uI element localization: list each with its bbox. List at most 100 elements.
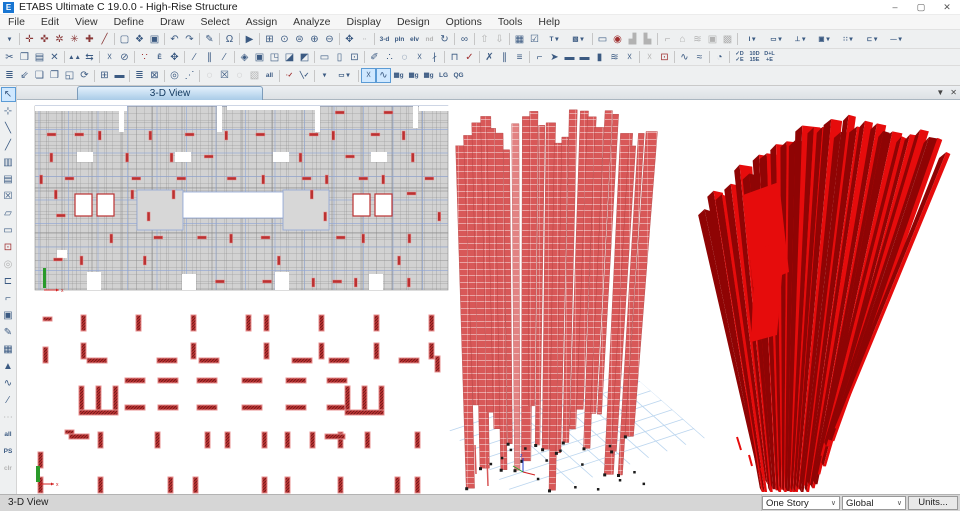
maximize-button[interactable]: ▢	[916, 1, 926, 12]
zoom-in-icon[interactable]: ⊕	[310, 33, 319, 45]
wall-object-icon[interactable]: ▯	[336, 51, 343, 63]
copy-icon[interactable]: ❒	[20, 51, 29, 63]
pan-icon[interactable]: ✥	[345, 33, 354, 45]
new-model-icon[interactable]: ▢	[119, 33, 130, 45]
draw-ramp-icon[interactable]: ∕	[7, 395, 9, 406]
center-target-icon[interactable]: ⊡	[660, 51, 669, 63]
t-section-dropdown-icon[interactable]: ⊥ ▾	[794, 35, 806, 43]
dimension-lines-icon[interactable]: ⇆	[85, 51, 94, 63]
draw-wall-icon[interactable]: ⊏	[3, 276, 13, 287]
snap-check-icon[interactable]: ✓	[465, 51, 474, 63]
menu-define[interactable]: Define	[113, 15, 144, 28]
menu-analyze[interactable]: Analyze	[293, 15, 331, 28]
menu-design[interactable]: Design	[396, 15, 430, 28]
units-button[interactable]: Units...	[908, 496, 958, 510]
draw-curve-icon[interactable]: ∿	[3, 378, 13, 389]
3d-view-canvas[interactable]: x x z	[17, 100, 957, 502]
joint-tool-5-icon[interactable]: ✚	[85, 33, 94, 45]
quick-draw-braces-icon[interactable]: ☒	[3, 191, 13, 202]
quick-draw-secondary-beams-icon[interactable]: ▤	[3, 174, 13, 185]
expand-shrink-areas-icon[interactable]: ▣	[254, 51, 265, 63]
set-display-options-icon[interactable]: ∞	[460, 33, 469, 45]
coord-system-selector[interactable]: Global ∨	[842, 496, 906, 510]
open-file-icon[interactable]: ❖	[135, 33, 144, 45]
minimize-button[interactable]: –	[892, 1, 898, 12]
edit-frame-icon[interactable]: Ē	[157, 53, 162, 61]
response-spectrum-icon[interactable]: ≈	[696, 51, 703, 63]
select-zoom-icon[interactable]: ◎	[170, 70, 179, 81]
plan-view-icon[interactable]: pln	[394, 35, 405, 43]
close-view-button[interactable]: ✕	[950, 88, 957, 97]
select-all-label-icon[interactable]: all	[265, 72, 274, 79]
cut-icon[interactable]: ✂	[5, 51, 14, 63]
deck-section-icon[interactable]: ▬	[114, 70, 125, 81]
pushover-curve-icon[interactable]: ∿	[680, 51, 689, 63]
menu-help[interactable]: Help	[538, 15, 560, 28]
quick-draw-frame-icon[interactable]: ╱	[4, 140, 12, 151]
redo-icon[interactable]: ↷	[185, 33, 194, 45]
menu-file[interactable]: File	[8, 15, 25, 28]
save-model-icon[interactable]: ▣	[149, 33, 160, 45]
rect-section-dropdown-icon[interactable]: ▭ ▾	[770, 35, 782, 43]
snap-lines-edges-icon[interactable]: ∿	[376, 68, 391, 83]
joint-tool-4-icon[interactable]: ✳	[70, 33, 79, 45]
duplicate-window-icon[interactable]: ❐	[50, 70, 59, 81]
combo-dl-e-icon[interactable]: D+L +E	[764, 50, 775, 63]
quick-draw-wall-icon[interactable]: ⌐	[5, 293, 11, 304]
story-selector[interactable]: One Story ∨	[762, 496, 840, 510]
menu-tools[interactable]: Tools	[497, 15, 523, 28]
interactive-database-icon[interactable]: ⊞	[100, 70, 109, 81]
lock-model-icon[interactable]: Ω	[225, 33, 234, 45]
move-objects-icon[interactable]: ✥	[170, 51, 179, 63]
edit-area-icon[interactable]: ◳	[269, 51, 280, 63]
combo-check-de-icon[interactable]: ✓D ✓E	[735, 50, 744, 63]
menu-select[interactable]: Select	[200, 15, 230, 28]
menu-options[interactable]: Options	[445, 15, 482, 28]
draw-door-icon[interactable]: ▣	[3, 310, 13, 321]
extruded-view-dropdown-icon[interactable]: ▧ ▾	[572, 35, 584, 43]
extend-frame-icon[interactable]: ∤	[432, 51, 437, 63]
clear-x-icon[interactable]: ☓	[626, 51, 633, 63]
object-model-icon[interactable]: ▦	[514, 33, 525, 45]
edit-pencil-icon[interactable]: ✎	[205, 33, 214, 45]
align-objects-icon[interactable]: ▲▲	[68, 53, 81, 61]
lg-loads-icon[interactable]: LG	[438, 72, 449, 79]
extrude-area-2-icon[interactable]: ◩	[299, 51, 310, 63]
channel-section-dropdown-icon[interactable]: ⊏ ▾	[866, 35, 878, 43]
sweep-clean-icon[interactable]: ⇙	[20, 70, 29, 81]
run-analysis-icon[interactable]: ▶	[245, 33, 254, 45]
wind-load-3-icon[interactable]: ▦g	[423, 72, 434, 79]
rubber-band-zoom-icon[interactable]: ⊞	[265, 33, 274, 45]
sphere-query-icon[interactable]: ◔	[716, 51, 723, 63]
previous-zoom-icon[interactable]: ⊜	[295, 33, 304, 45]
quick-draw-beams-icon[interactable]: ▥	[3, 157, 13, 168]
select-graph-icon[interactable]: ⋰	[184, 70, 195, 81]
mirror-x-icon[interactable]: ✗	[485, 51, 494, 63]
joint-slash-icon[interactable]: ╱	[101, 33, 108, 45]
divide-3-icon[interactable]: ⁄	[223, 51, 226, 63]
frame-object-icon[interactable]: ▭	[319, 51, 330, 63]
draw-rect-floor-icon[interactable]: ▭	[3, 225, 13, 236]
replicate-icon[interactable]: ≡	[516, 51, 523, 63]
paste-icon[interactable]: ▤	[34, 51, 45, 63]
null-area-icon[interactable]: ⊘	[120, 51, 129, 63]
hatch-lines-icon[interactable]: ≋	[610, 51, 619, 63]
rotate-3d-view-icon[interactable]: ↻	[440, 33, 449, 45]
slab-2-icon[interactable]: ▬	[579, 51, 590, 63]
wall-stack-icon[interactable]: ▮	[596, 51, 603, 63]
divide-1-icon[interactable]: ∕	[193, 51, 196, 63]
snap-point-icon[interactable]: ◉	[613, 33, 622, 45]
text-display-dropdown-icon[interactable]: T ▾	[549, 35, 559, 43]
menu-assign[interactable]: Assign	[245, 15, 278, 28]
joint-tool-2-icon[interactable]: ✜	[40, 33, 49, 45]
divide-frames-icon[interactable]: ∵	[141, 51, 148, 63]
draw-link-icon[interactable]: ✎	[3, 327, 13, 338]
snap-to-point-icon[interactable]: ∙✓	[285, 72, 294, 79]
draw-grid-icon[interactable]: ✐	[370, 51, 379, 63]
zoom-out-icon[interactable]: ⊖	[325, 33, 334, 45]
reshape-object-icon[interactable]: ⊹	[3, 106, 13, 117]
select-by-x-icon[interactable]: ☒	[220, 70, 229, 81]
check-display-icon[interactable]: ☑	[530, 33, 539, 45]
qg-loads-icon[interactable]: QG	[453, 72, 464, 79]
menu-draw[interactable]: Draw	[159, 15, 185, 28]
